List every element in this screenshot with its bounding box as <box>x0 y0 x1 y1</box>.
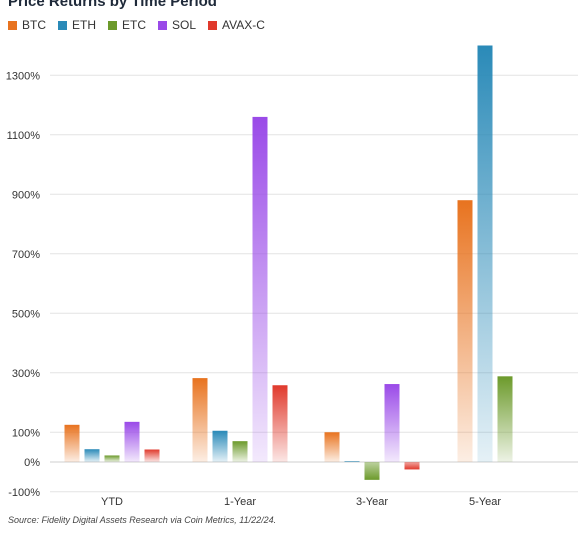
y-tick-label: 900% <box>12 189 40 201</box>
bar-sol-1-year <box>252 116 268 463</box>
chart-title: Price Returns by Time Period <box>8 0 217 10</box>
y-tick-label: 100% <box>12 427 40 439</box>
bar-btc-5-year <box>457 200 473 462</box>
legend-item-btc: BTC <box>8 18 46 32</box>
bar-sol-ytd <box>124 421 140 462</box>
bar-etc-ytd <box>104 455 120 462</box>
x-tick-label: YTD <box>101 496 123 508</box>
y-tick-label: 1100% <box>7 130 41 142</box>
bar-etc-5-year <box>497 376 513 462</box>
chart-legend: BTC ETH ETC SOL AVAX-C <box>8 18 265 32</box>
legend-item-eth: ETH <box>58 18 96 32</box>
legend-swatch <box>208 20 218 30</box>
y-tick-label: -100% <box>8 487 40 499</box>
bar-btc-1-year <box>192 378 208 462</box>
bar-avax-c-ytd <box>144 449 160 462</box>
legend-swatch <box>108 20 117 30</box>
bar-eth-1-year <box>212 430 228 462</box>
bar-avax-c-3-year <box>404 462 420 470</box>
bar-btc-3-year <box>324 432 340 462</box>
x-tick-label: 5-Year <box>469 496 501 508</box>
bar-avax-c-1-year <box>272 385 288 462</box>
y-tick-label: 700% <box>12 249 40 261</box>
legend-swatch <box>8 20 17 30</box>
y-tick-label: 1300% <box>6 70 40 82</box>
legend-label: ETC <box>122 18 146 32</box>
y-tick-label: 300% <box>12 368 40 380</box>
bar-eth-ytd <box>84 449 100 462</box>
legend-label: AVAX-C <box>222 18 265 32</box>
legend-item-avax-c: AVAX-C <box>208 18 265 32</box>
legend-item-etc: ETC <box>108 18 146 32</box>
bar-chart: -100% 0% 100% 300% 500% 700% 900% 1100% 1300% YTD… <box>6 45 578 508</box>
source-note: Source: Fidelity Digital Assets Research… <box>8 515 277 525</box>
legend-label: ETH <box>72 18 96 32</box>
bar-etc-1-year <box>232 441 248 462</box>
y-tick-label: 0% <box>24 457 40 469</box>
bar-eth-5-year <box>477 45 493 462</box>
x-tick-label: 3-Year <box>356 496 388 508</box>
x-tick-label: 1-Year <box>224 496 256 508</box>
bar-sol-3-year <box>384 384 400 462</box>
bar-eth-3-year <box>344 461 360 463</box>
legend-swatch <box>58 20 67 30</box>
bar-btc-ytd <box>64 424 80 462</box>
legend-label: SOL <box>172 18 197 32</box>
legend-label: BTC <box>22 18 46 32</box>
legend-swatch <box>158 20 167 30</box>
legend-item-sol: SOL <box>158 18 196 32</box>
y-tick-label: 500% <box>12 308 40 320</box>
bar-etc-3-year <box>364 462 380 480</box>
